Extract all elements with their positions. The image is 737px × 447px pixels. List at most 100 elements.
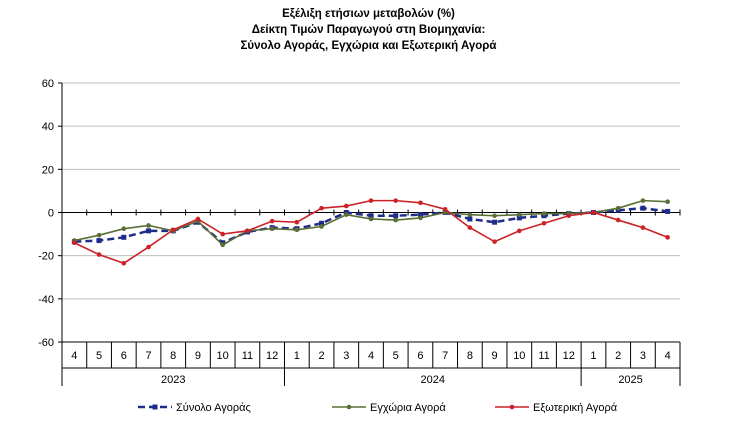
- legend-marker-1: [346, 404, 352, 410]
- series-1-point: [96, 232, 102, 238]
- chart-title: Εξέλιξη ετήσιων μεταβολών (%) Δείκτη Τιμ…: [0, 6, 737, 54]
- series-0-point: [393, 213, 399, 219]
- legend-label-1: Εγχώρια Αγορά: [370, 402, 446, 414]
- chart-title-line-1: Εξέλιξη ετήσιων μεταβολών (%): [282, 8, 455, 20]
- series-0-point: [368, 213, 374, 219]
- series-0-point: [417, 212, 423, 218]
- x-tick-label: 11: [538, 350, 549, 362]
- series-2-point: [121, 260, 127, 266]
- x-tick-label: 3: [640, 350, 646, 362]
- year-label: 2023: [161, 374, 185, 386]
- y-tick-label: 0: [48, 208, 54, 220]
- series-0-point: [146, 228, 152, 234]
- legend-label-2: Εξωτερική Αγορά: [533, 402, 618, 414]
- x-tick-label: 9: [195, 350, 201, 362]
- series-0-point: [492, 219, 498, 225]
- legend-label-0: Σύνολο Αγοράς: [176, 402, 251, 414]
- series-2-point: [170, 227, 176, 233]
- series-1-point: [640, 198, 646, 203]
- series-2-point: [72, 240, 77, 246]
- series-1-point: [467, 212, 473, 217]
- series-2-point: [195, 216, 201, 222]
- y-tick-label: 40: [42, 121, 54, 133]
- x-tick-label: 5: [393, 350, 399, 362]
- series-1-point: [615, 205, 621, 211]
- legend-marker-0: [152, 404, 158, 410]
- x-tick-label: 8: [467, 350, 473, 362]
- x-tick-label: 9: [492, 350, 498, 362]
- series-1-point: [319, 224, 324, 229]
- y-tick-label: 20: [42, 164, 54, 176]
- series-1-point: [541, 211, 547, 216]
- series-2-point: [566, 213, 572, 219]
- series-2-point: [269, 218, 275, 224]
- series-2-point: [541, 220, 547, 226]
- x-tick-label: 4: [71, 350, 77, 362]
- x-tick-label: 10: [217, 350, 229, 362]
- chart-title-line-3: Σύνολο Αγοράς, Εγχώρια και Εξωτερική Αγο…: [240, 40, 497, 52]
- year-label: 2025: [618, 374, 642, 386]
- series-1-point: [343, 212, 349, 217]
- series-2-point: [96, 252, 102, 257]
- series-line-1: [74, 199, 668, 246]
- series-2-point: [343, 203, 349, 209]
- series-1-point: [121, 226, 127, 231]
- series-2-point: [220, 231, 225, 237]
- x-tick-label: 3: [343, 350, 349, 362]
- series-2-point: [319, 205, 324, 211]
- x-tick-label: 1: [294, 350, 300, 362]
- x-tick-label: 11: [242, 350, 253, 362]
- x-tick-label: 1: [590, 350, 596, 362]
- x-tick-label: 7: [442, 350, 448, 362]
- series-2-point: [146, 244, 151, 250]
- series-2-point: [615, 217, 621, 223]
- series-2-point: [393, 198, 399, 203]
- series-1-point: [368, 216, 374, 222]
- series-2-point: [418, 200, 423, 206]
- chart-title-line-2: Δείκτη Τιμών Παραγωγού στη Βιομηχανία:: [251, 24, 486, 36]
- y-tick-label: -20: [38, 251, 54, 263]
- series-2-point: [294, 219, 300, 225]
- x-tick-label: 7: [145, 350, 151, 362]
- x-tick-label: 2: [615, 350, 621, 362]
- x-tick-label: 5: [96, 350, 102, 362]
- series-0-point: [516, 215, 522, 221]
- x-tick-label: 10: [513, 350, 525, 362]
- series-2-point: [492, 239, 497, 244]
- x-tick-label: 4: [665, 350, 671, 362]
- series-0-point: [96, 238, 102, 244]
- y-tick-label: -60: [38, 337, 54, 349]
- x-tick-label: 2: [318, 350, 324, 362]
- series-1-point: [665, 199, 670, 205]
- series-2-point: [368, 198, 374, 203]
- series-1-point: [220, 242, 225, 248]
- series-2-point: [517, 228, 522, 234]
- series-0-point: [665, 208, 671, 214]
- series-1-point: [418, 215, 423, 221]
- series-2-point: [245, 228, 250, 234]
- x-tick-label: 12: [266, 350, 278, 362]
- series-2-point: [640, 225, 646, 230]
- series-0-point: [319, 220, 325, 226]
- series-0-point: [467, 216, 473, 222]
- series-2-point: [591, 210, 596, 215]
- series-1-point: [517, 212, 522, 217]
- x-tick-label: 8: [170, 350, 176, 362]
- series-0-point: [640, 205, 646, 211]
- series-1-point: [393, 217, 399, 223]
- y-tick-label: 60: [42, 78, 54, 90]
- series-0-point: [121, 234, 127, 240]
- series-2-point: [442, 206, 448, 212]
- year-label: 2024: [421, 374, 445, 386]
- series-1-point: [442, 210, 448, 215]
- x-tick-label: 12: [563, 350, 575, 362]
- series-1-point: [146, 223, 151, 228]
- x-tick-label: 4: [368, 350, 374, 362]
- series-1-point: [492, 213, 497, 219]
- series-1-point: [269, 226, 275, 231]
- y-tick-label: -40: [38, 294, 54, 306]
- series-1-point: [294, 227, 300, 233]
- x-tick-label: 6: [417, 350, 423, 362]
